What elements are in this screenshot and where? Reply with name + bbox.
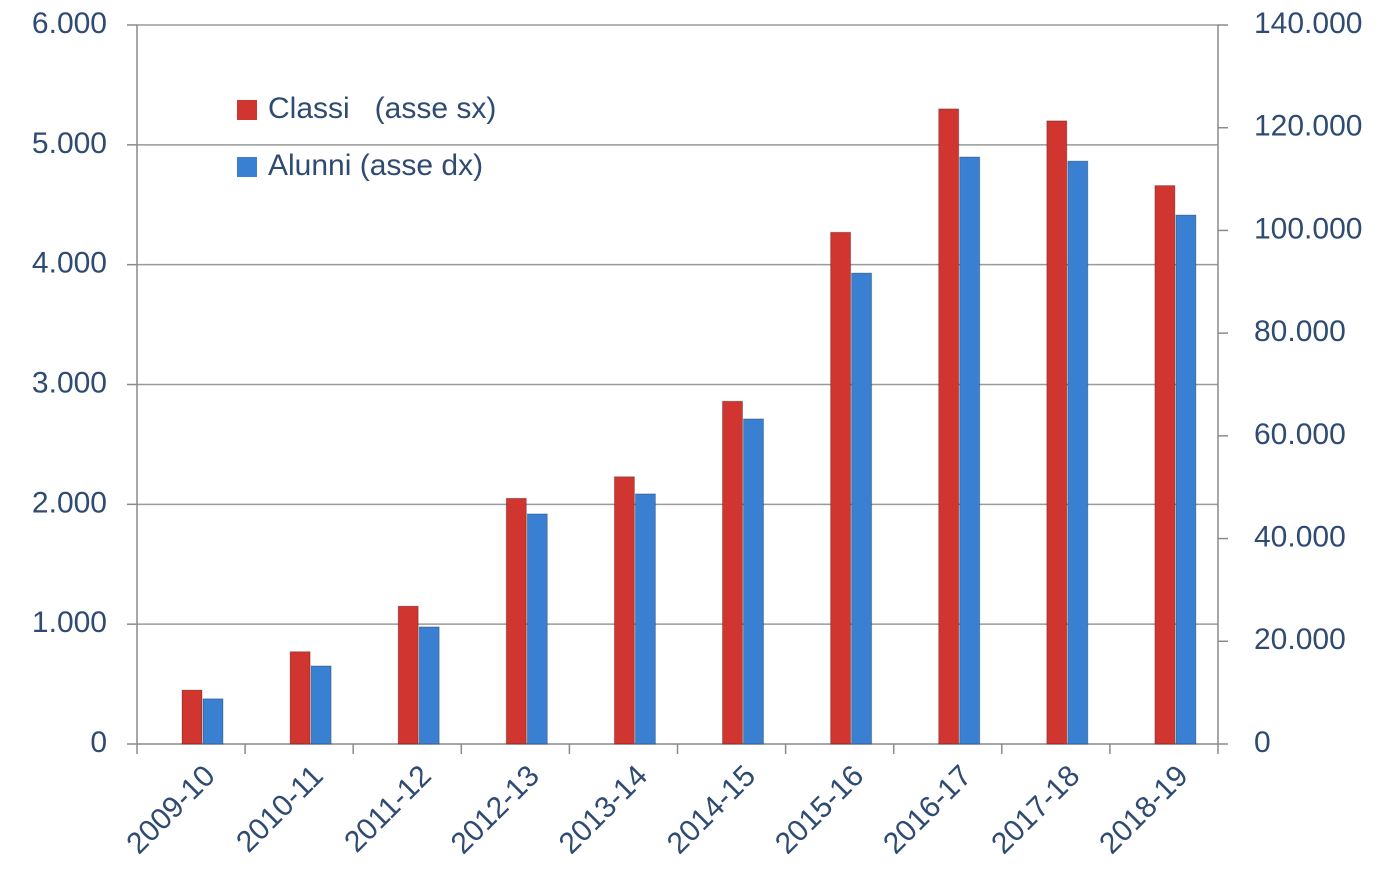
bar bbox=[181, 689, 203, 745]
bar bbox=[959, 156, 981, 745]
x-tick-label: 2018-19 bbox=[1093, 759, 1194, 860]
legend-label: Classi (asse sx) bbox=[268, 92, 496, 125]
bar bbox=[1067, 160, 1089, 745]
y2-tick-label: 120.000 bbox=[1254, 110, 1362, 143]
y-tick-label: 0 bbox=[90, 726, 107, 759]
x-tick-label: 2010-11 bbox=[230, 759, 330, 859]
x-tick-label: 2016-17 bbox=[877, 759, 978, 860]
x-tick-label: 2009-10 bbox=[120, 759, 221, 860]
bar bbox=[1046, 120, 1068, 745]
x-tick-label: 2017-18 bbox=[985, 759, 1086, 860]
bar bbox=[613, 476, 635, 745]
bar bbox=[202, 698, 224, 745]
y-tick-label: 6.000 bbox=[32, 7, 107, 40]
y2-tick-label: 100.000 bbox=[1254, 212, 1362, 245]
y-tick-label: 1.000 bbox=[32, 606, 107, 639]
x-tick-label: 2012-13 bbox=[445, 759, 546, 860]
y2-tick-label: 0 bbox=[1254, 726, 1271, 759]
y2-tick-label: 40.000 bbox=[1254, 520, 1346, 553]
bar bbox=[722, 400, 743, 745]
bar bbox=[397, 605, 419, 745]
bar bbox=[310, 665, 332, 745]
x-tick-label: 2013-14 bbox=[553, 759, 654, 860]
bar bbox=[418, 626, 440, 745]
bar bbox=[743, 418, 764, 745]
y2-tick-label: 140.000 bbox=[1254, 7, 1362, 40]
bar bbox=[634, 493, 656, 745]
bar bbox=[526, 513, 548, 745]
y2-tick-label: 80.000 bbox=[1254, 315, 1346, 348]
y-tick-label: 5.000 bbox=[32, 127, 107, 160]
legend-swatch bbox=[237, 100, 257, 120]
y-tick-label: 2.000 bbox=[32, 486, 107, 519]
y-tick-label: 3.000 bbox=[32, 366, 107, 399]
x-tick-label: 2015-16 bbox=[769, 759, 870, 860]
x-tick-label: 2014-15 bbox=[661, 759, 762, 860]
bar bbox=[851, 272, 873, 745]
bar bbox=[938, 108, 960, 745]
bar bbox=[830, 231, 852, 745]
bar bbox=[1175, 214, 1197, 745]
bar bbox=[1154, 185, 1176, 745]
y2-tick-label: 60.000 bbox=[1254, 418, 1346, 451]
legend-swatch bbox=[237, 157, 257, 177]
y2-tick-label: 20.000 bbox=[1254, 623, 1346, 656]
bar bbox=[505, 497, 527, 745]
legend-label: Alunni (asse dx) bbox=[268, 149, 483, 182]
x-tick-label: 2011-12 bbox=[338, 759, 438, 859]
y-tick-label: 4.000 bbox=[32, 247, 107, 280]
bar bbox=[289, 651, 311, 745]
